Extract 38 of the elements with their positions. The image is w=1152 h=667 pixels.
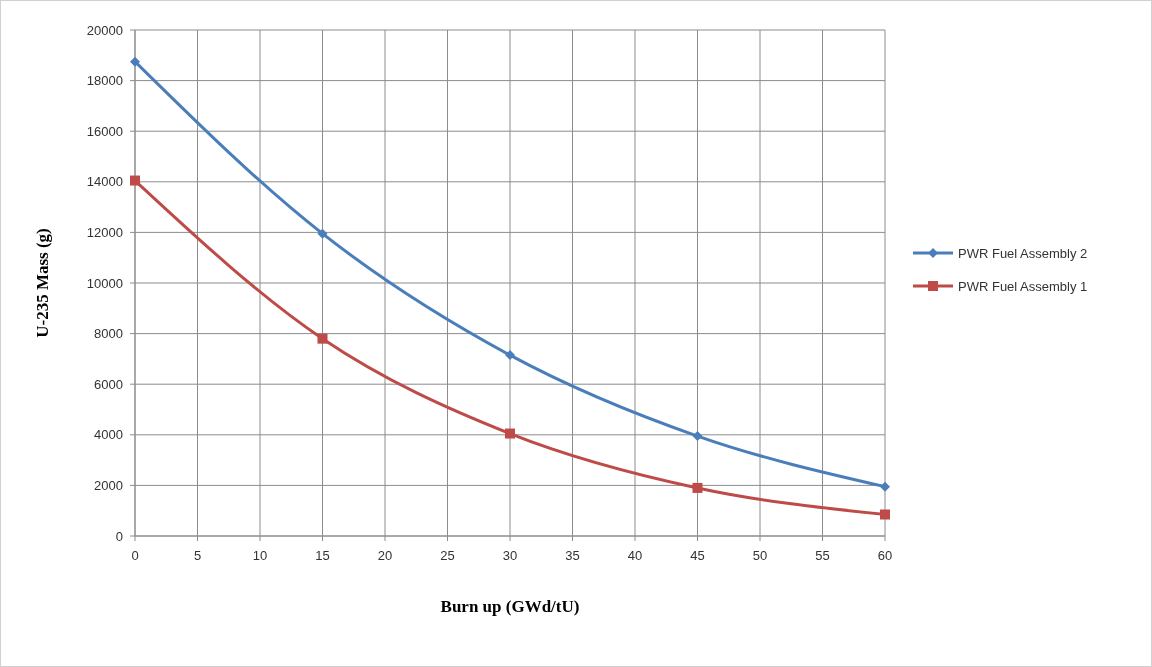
y-tick-label: 18000 bbox=[86, 73, 123, 89]
point bbox=[130, 175, 140, 186]
point bbox=[692, 482, 703, 493]
point bbox=[692, 431, 703, 442]
x-tick-label: 60 bbox=[877, 548, 893, 563]
x-tick-label: 15 bbox=[315, 548, 330, 563]
x-tick-label: 35 bbox=[565, 548, 580, 563]
y-tick-label: 20000 bbox=[86, 22, 123, 38]
y-tick-label: 8000 bbox=[94, 326, 123, 342]
y-tick-label: 14000 bbox=[86, 174, 123, 190]
y-tick-label: 16000 bbox=[86, 123, 123, 139]
y-tick-label: 0 bbox=[115, 528, 123, 544]
point bbox=[317, 228, 328, 239]
y-axis-title: U-235 Mass (g) bbox=[33, 228, 52, 338]
x-tick-label: 30 bbox=[502, 548, 518, 563]
legend-label: PWR Fuel Assembly 2 bbox=[958, 245, 1088, 261]
y-tick-label: 12000 bbox=[86, 224, 123, 240]
y-tick-label: 6000 bbox=[94, 376, 123, 392]
point bbox=[130, 56, 140, 67]
x-tick-label: 20 bbox=[377, 548, 393, 563]
x-tick-label: 5 bbox=[193, 548, 202, 563]
x-tick-label: 45 bbox=[690, 548, 705, 563]
point bbox=[880, 481, 890, 492]
legend-label: PWR Fuel Assembly 1 bbox=[958, 278, 1088, 294]
point bbox=[505, 350, 515, 361]
point bbox=[317, 333, 328, 344]
y-tick-label: 2000 bbox=[94, 477, 123, 493]
point bbox=[505, 428, 515, 439]
x-tick-label: 55 bbox=[815, 548, 830, 563]
x-tick-label: 10 bbox=[252, 548, 268, 563]
x-tick-label: 40 bbox=[627, 548, 643, 563]
y-tick-label: 4000 bbox=[94, 427, 123, 443]
x-axis-title: Burn up (GWd/tU) bbox=[440, 597, 580, 616]
x-tick-label: 50 bbox=[752, 548, 768, 563]
point bbox=[880, 509, 890, 520]
y-tick-label: 10000 bbox=[86, 275, 123, 291]
x-tick-label: 0 bbox=[131, 548, 139, 563]
x-tick-label: 25 bbox=[440, 548, 455, 563]
